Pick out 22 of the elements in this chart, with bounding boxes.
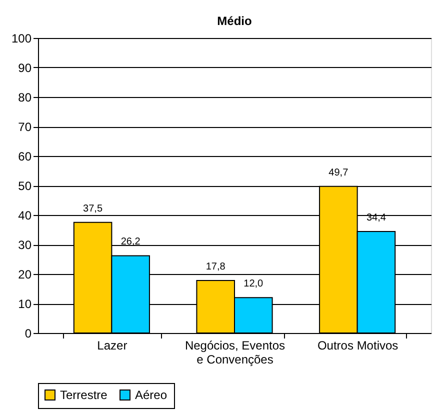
data-label: 37,5 xyxy=(83,203,103,214)
y-tick-label: 100 xyxy=(11,32,32,46)
legend-label: Aéreo xyxy=(135,388,168,402)
y-tick-label: 40 xyxy=(18,208,32,222)
y-tick-label: 90 xyxy=(18,61,32,75)
y-tick-label: 10 xyxy=(18,297,32,311)
data-label: 12,0 xyxy=(244,278,264,290)
y-tick-label: 30 xyxy=(18,238,32,252)
y-tick-label: 0 xyxy=(24,326,32,340)
y-tick-label: 70 xyxy=(18,120,32,134)
legend-label: Terrestre xyxy=(60,388,108,402)
data-label: 49,7 xyxy=(328,167,349,178)
y-tick-label: 50 xyxy=(18,179,32,193)
y-tick-label: 60 xyxy=(18,150,32,164)
y-tick-label: 80 xyxy=(18,90,32,104)
data-label: 17,8 xyxy=(206,261,226,272)
chart-title: Médio xyxy=(217,14,252,28)
data-label: 26,2 xyxy=(120,236,141,248)
y-tick-label: 20 xyxy=(18,268,32,282)
x-tick-label: Outros Motivos xyxy=(317,338,398,352)
x-tick-label: Lazer xyxy=(97,338,128,352)
x-tick-label: Negócios, Eventos e Convenções xyxy=(184,338,286,366)
